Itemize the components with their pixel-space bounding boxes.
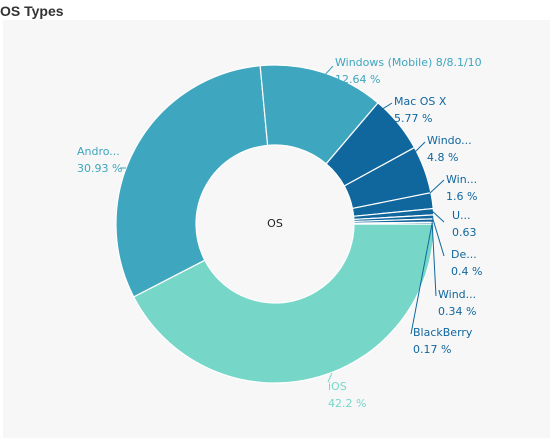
slice-android[interactable] <box>115 65 269 298</box>
slice-label: BlackBerry <box>413 326 473 339</box>
slice-label: Mac OS X <box>394 95 447 108</box>
slice-label: Wind... <box>438 288 476 301</box>
slice-value-label: 4.8 % <box>427 151 458 164</box>
leader-line <box>321 65 334 79</box>
leader-line <box>429 179 445 194</box>
slice-value-label: 0.63 <box>452 226 477 239</box>
leader-line <box>431 215 445 257</box>
slice-label: Win... <box>446 173 477 186</box>
leader-line <box>430 209 445 223</box>
slice-value-label: 0.4 % <box>451 265 482 278</box>
slice-value-label: 42.2 % <box>328 397 366 410</box>
slice-blackberry[interactable] <box>353 221 435 225</box>
slice-value-label: 0.17 % <box>413 343 451 356</box>
leader-line <box>327 372 333 383</box>
slice-value-label: 1.6 % <box>446 190 477 203</box>
leader-line <box>380 102 393 111</box>
slice-ios[interactable] <box>132 223 435 384</box>
slice-label: iOS <box>328 380 347 393</box>
slice-value-label: 12.64 % <box>335 73 380 86</box>
slice-value-label: 30.93 % <box>77 162 122 175</box>
slice-label: Windo... <box>427 134 472 147</box>
leader-line <box>410 223 433 335</box>
donut-center-label: OS <box>267 217 283 230</box>
slice-label: Windows (Mobile) 8/8.1/10 <box>335 56 482 69</box>
leader-line <box>414 141 426 153</box>
slice-value-label: 5.77 % <box>394 112 432 125</box>
slice-label: Andro... <box>77 145 120 158</box>
leader-line <box>431 219 437 297</box>
slice-label: U... <box>452 209 471 222</box>
slice-value-label: 0.34 % <box>438 305 476 318</box>
slice-label: De... <box>451 248 477 261</box>
page-title: OS Types <box>0 3 64 19</box>
